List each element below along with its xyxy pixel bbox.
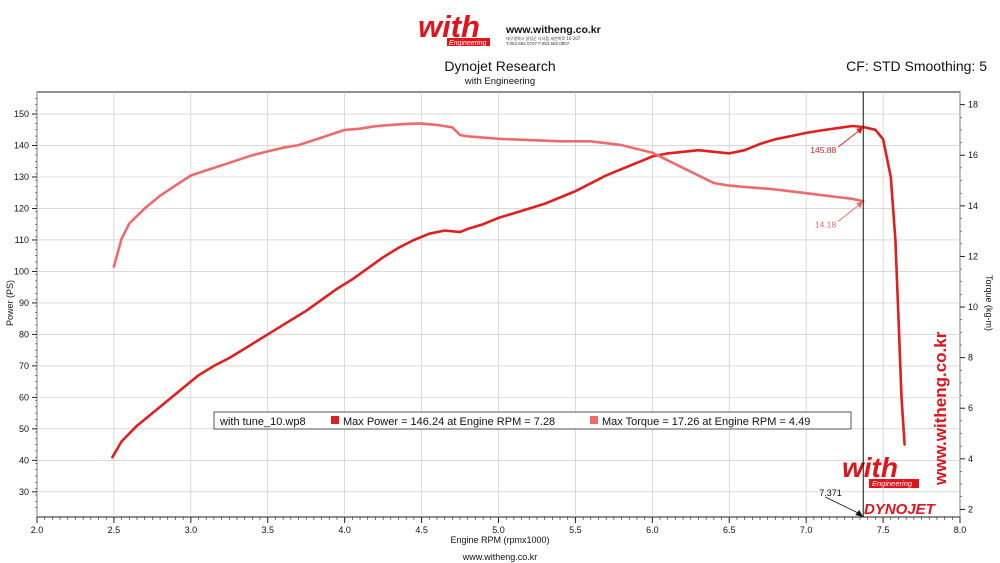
power-annotation-pointer [837,128,862,148]
y-left-tick-label: 30 [19,487,29,497]
legend-power-swatch [331,416,339,424]
header-logo-sub: Engineering [449,40,486,47]
x-tick-label: 6.5 [723,525,736,535]
series [111,122,906,459]
power-annotation-arrowhead [856,127,864,135]
torque-annotation-label: 14.18 [815,219,837,229]
y-left-tick-label: 130 [14,172,29,182]
dynojet-brand: DYNOJET [864,501,937,518]
y-axis-left-title: Power (PS) [5,280,15,326]
y-right-tick-label: 8 [968,353,973,363]
x-tick-label: 7.0 [800,525,813,535]
y-left-tick-label: 150 [14,109,29,119]
cursor-pointer [825,496,861,515]
axes: 2.0 2.5 3.0 3.5 4.0 4.5 5.0 5.5 6.0 6.5 7.0 7.5 8.0 3… [14,98,978,535]
x-tick-label: 6.0 [646,525,659,535]
y-right-tick-label: 14 [968,201,978,211]
legend: with tune_10.wp8 Max Power = 146.24 at E… [213,411,852,430]
y-left-tick-label: 90 [19,298,29,308]
header-logo-sub-bar [447,38,490,46]
cf-smoothing-text: CF: STD Smoothing: 5 [846,58,987,74]
vertical-url-watermark: www.witheng.co.kr [931,331,950,486]
x-tick-label: 2.5 [108,525,121,535]
y-left-tick-label: 110 [15,235,29,245]
y-left-tick-label: 80 [19,329,29,339]
torque-series-line [112,122,865,268]
inner-logo-sub-bar [869,479,919,488]
y-axis-right-title: Torque (kg-m) [984,275,994,331]
grid [36,92,961,517]
x-tick-label: 8.0 [954,525,967,535]
y-right-tick-label: 2 [968,504,973,514]
y-right-tick-label: 10 [968,302,978,312]
footer-url: www.witheng.co.kr [462,552,538,562]
x-tick-label: 2.0 [31,525,44,535]
x-tick-label: 7.5 [877,525,890,535]
cursor-arrowhead [855,510,864,517]
cursor-rpm-label: 7.371 [819,488,842,498]
header-logo: with Engineering [418,9,490,47]
x-axis-title: Engine RPM (rpmx1000) [450,535,549,545]
y-left-tick-label: 60 [19,392,29,402]
legend-power-text: Max Power = 146.24 at Engine RPM = 7.28 [343,416,555,428]
y-left-tick-label: 140 [14,141,29,151]
y-left-tick-label: 120 [14,203,29,213]
y-right-tick-label: 12 [968,251,978,261]
x-tick-label: 5.5 [569,525,582,535]
inner-logo-word: with [842,452,898,483]
y-right-tick-label: 18 [968,100,978,110]
legend-file: with tune_10.wp8 [219,416,306,428]
x-tick-label: 4.5 [415,525,428,535]
inner-logo-sub: Engineering [872,479,913,488]
y-right-tick-label: 16 [968,150,978,160]
x-tick-label: 5.0 [492,525,505,535]
legend-torque-text: Max Torque = 17.26 at Engine RPM = 4.49 [602,416,810,428]
legend-torque-swatch [590,416,598,424]
inner-logo: with Engineering [842,452,919,488]
cursor: 7.371 145.88 14.18 [810,92,864,517]
power-series-line [111,124,906,459]
power-annotation-label: 145.88 [810,145,836,155]
x-tick-label: 3.0 [185,525,198,535]
torque-annotation-pointer [837,202,862,222]
legend-box [213,411,852,430]
y-left-tick-label: 100 [14,266,29,276]
y-right-tick-label: 6 [968,403,973,413]
header-site-url: www.witheng.co.kr [505,24,601,36]
chart-subtitle: with Engineering [464,76,535,87]
x-tick-label: 3.5 [261,525,274,535]
y-left-tick-label: 50 [19,424,29,434]
chart-title: Dynojet Research [444,58,555,74]
y-left-tick-label: 70 [19,361,29,371]
header-contact-line2: T.053.582.0707 F.053.582.0807 [506,41,570,46]
torque-annotation-arrowhead [856,201,864,209]
y-left-tick-label: 40 [19,455,29,465]
y-right-tick-label: 4 [968,454,973,464]
x-tick-label: 4.0 [338,525,351,535]
header-contact-line1: 대구광역시 달성군 다사읍 세천북로 10 207 [506,35,581,41]
